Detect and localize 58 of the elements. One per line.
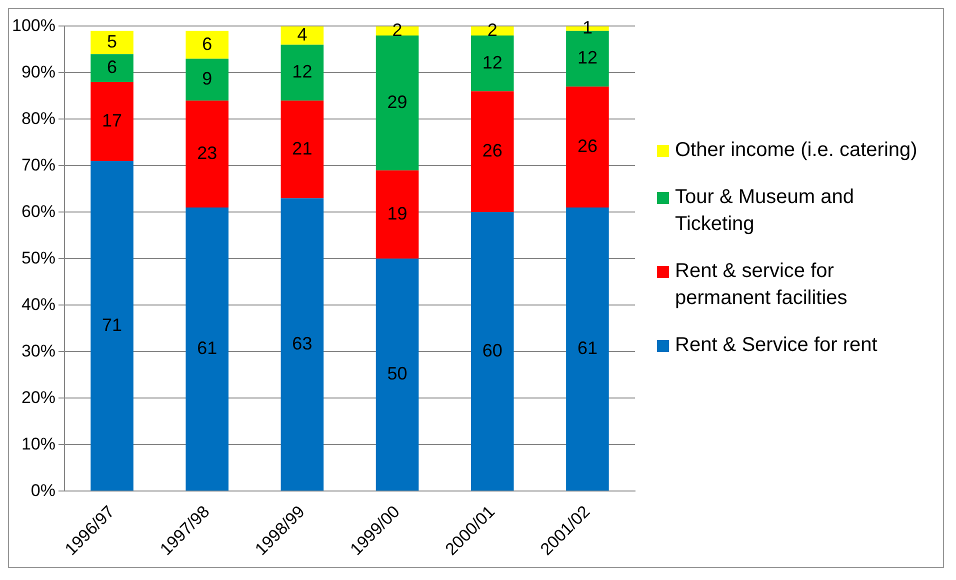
data-label: 12 <box>292 62 312 82</box>
y-tick-label: 0% <box>30 480 56 500</box>
data-label: 5 <box>107 31 118 52</box>
bar <box>90 82 134 162</box>
data-label: 63 <box>292 333 312 354</box>
data-label: 17 <box>102 110 122 130</box>
data-label: 61 <box>577 338 598 358</box>
data-label: 23 <box>197 143 218 164</box>
legend-label: Tour & Museum and Ticketing <box>675 185 855 237</box>
y-tick-label: 100% <box>12 16 56 35</box>
data-label: 50 <box>387 364 408 384</box>
bar <box>470 36 514 92</box>
y-tick-label: 70% <box>21 155 56 174</box>
bar <box>566 208 609 491</box>
legend-label: Other income (i.e. catering) <box>675 138 918 163</box>
data-label: 61 <box>197 338 218 358</box>
bar <box>186 58 229 101</box>
data-label: 12 <box>577 48 598 68</box>
data-label: 4 <box>297 24 308 44</box>
data-label: 71 <box>102 314 122 335</box>
bar <box>280 198 324 491</box>
data-label: 26 <box>482 140 502 161</box>
bar <box>186 30 229 59</box>
data-label: 19 <box>387 203 408 224</box>
bar <box>376 36 419 170</box>
y-tick-label: 40% <box>21 294 56 314</box>
y-tick-label: 50% <box>21 248 56 268</box>
bar <box>470 91 514 212</box>
bar <box>90 30 134 54</box>
y-tick-label: 30% <box>21 341 56 360</box>
data-label: 2 <box>487 20 498 40</box>
bar <box>280 26 324 45</box>
data-label: 29 <box>387 92 408 112</box>
bar <box>566 86 609 208</box>
data-label: 6 <box>202 34 212 54</box>
data-label: 21 <box>292 138 312 158</box>
bar <box>280 44 324 101</box>
data-label: 26 <box>577 136 598 156</box>
bar <box>376 258 419 491</box>
bar <box>90 54 134 82</box>
y-tick-label: 80% <box>21 108 56 128</box>
legend-label: Rent & service for permanent facilities <box>675 259 848 311</box>
data-label: 9 <box>202 68 212 89</box>
bar <box>90 161 134 491</box>
legend-label: Rent & Service for rent <box>675 333 878 358</box>
y-tick-label: 60% <box>21 202 56 221</box>
data-label: 2 <box>392 20 402 40</box>
y-tick-label: 90% <box>21 62 56 82</box>
y-tick-label: 10% <box>21 434 56 454</box>
data-label: 60 <box>482 340 502 360</box>
data-label: 12 <box>482 52 502 72</box>
bar <box>280 100 324 198</box>
bar <box>376 170 419 259</box>
bar <box>186 100 229 208</box>
y-tick-label: 20% <box>21 388 56 407</box>
data-label: 6 <box>107 57 118 78</box>
bar <box>186 208 229 491</box>
bar <box>470 212 514 491</box>
